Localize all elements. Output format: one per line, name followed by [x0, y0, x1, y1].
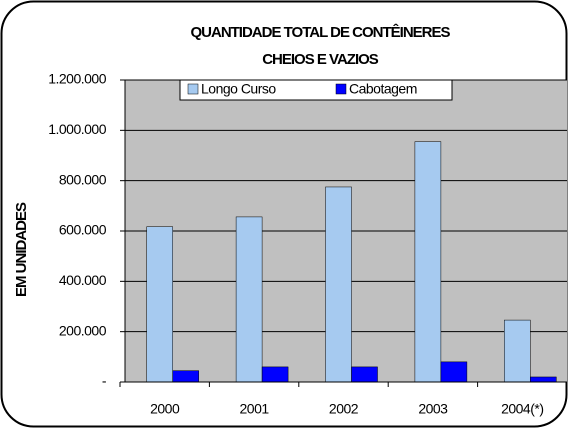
x-tick-label: 2000 — [150, 401, 180, 417]
bar — [261, 366, 289, 383]
x-tick-label: 2003 — [418, 401, 448, 417]
legend-box — [179, 79, 453, 101]
y-tick-label: - — [102, 373, 107, 389]
bar — [325, 186, 352, 383]
x-tick-label: 2004(*) — [501, 401, 543, 417]
chart-title-line-2: CHEIOS E VAZIOS — [262, 51, 379, 68]
y-tick-label: 200.000 — [59, 322, 107, 338]
bar — [414, 141, 442, 383]
bar — [530, 376, 557, 383]
bar — [440, 361, 468, 383]
bar — [504, 319, 531, 383]
legend-label: Cabotagem — [349, 81, 417, 97]
chart-title-line-1: QUANTIDADE TOTAL DE CONTÊINERES — [190, 23, 450, 41]
bar — [146, 226, 173, 383]
y-tick-label: 800.000 — [59, 171, 107, 187]
bar — [172, 370, 199, 383]
y-tick-label: 400.000 — [59, 272, 107, 288]
x-tick-label: 2002 — [329, 401, 359, 417]
y-axis-label: EM UNIDADES — [13, 202, 30, 297]
legend-swatch — [187, 83, 199, 95]
legend-swatch — [335, 83, 347, 95]
x-tick-label: 2001 — [240, 401, 270, 417]
y-tick-label: 1.200.000 — [48, 71, 106, 87]
y-tick-label: 1.000.000 — [48, 121, 106, 137]
bar — [235, 216, 263, 383]
legend-label: Longo Curso — [201, 81, 276, 97]
bar — [351, 366, 378, 383]
y-tick-label: 600.000 — [59, 222, 107, 238]
